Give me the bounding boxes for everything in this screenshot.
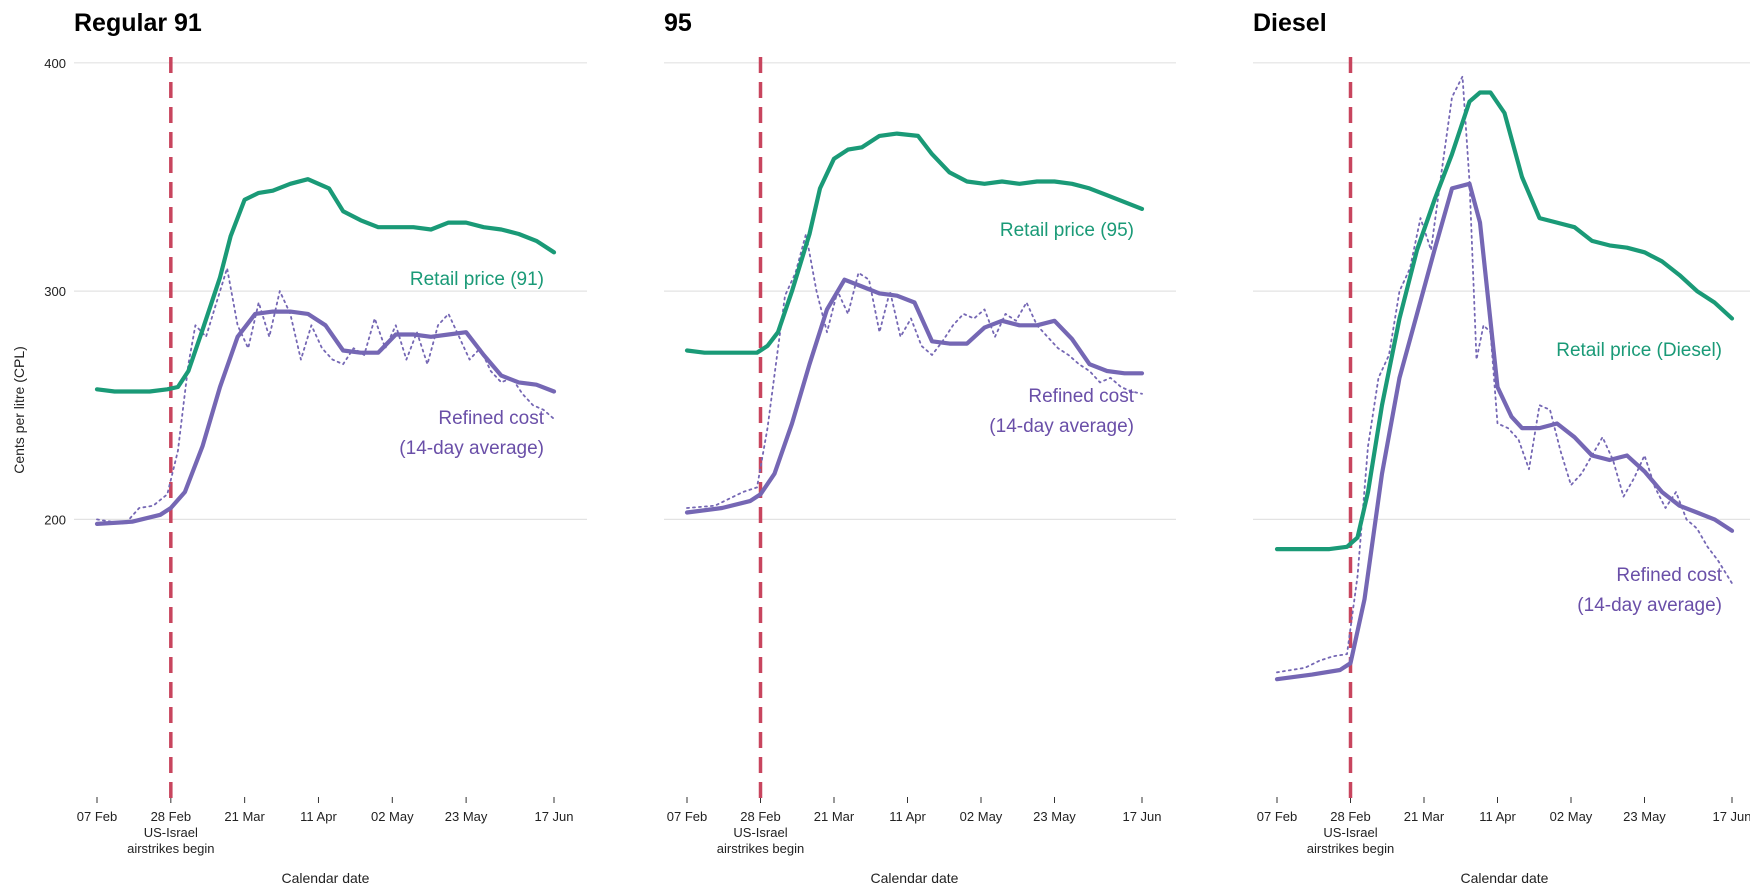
x-tick-label: 23 May — [1033, 809, 1076, 824]
refined-series-label: Refined cost — [1028, 386, 1134, 407]
y-axis-title: Cents per litre (CPL) — [11, 346, 27, 474]
event-annotation-line1: US-Israel — [1323, 825, 1377, 840]
x-tick-label: 17 Jun — [534, 809, 573, 824]
x-tick-label: 21 Mar — [814, 809, 855, 824]
refined-series-label: (14-day average) — [399, 438, 544, 459]
event-annotation-line1: US-Israel — [144, 825, 198, 840]
y-tick-label: 300 — [44, 284, 66, 299]
panel-title: Diesel — [1253, 9, 1327, 37]
refined-cost-daily-line — [686, 233, 1143, 509]
retail-price-line — [94, 177, 557, 394]
refined-cost-avg-line — [1274, 181, 1735, 682]
x-axis-title: Calendar date — [871, 870, 959, 886]
refined-cost-daily-line — [1276, 75, 1733, 674]
retail-price-line — [684, 131, 1145, 355]
x-tick-label: 28 Feb — [151, 809, 191, 824]
event-annotation-line1: US-Israel — [733, 825, 787, 840]
x-tick-label: 02 May — [1550, 809, 1593, 824]
x-tick-label: 21 Mar — [1404, 809, 1445, 824]
panel-title: 95 — [664, 9, 692, 37]
x-axis-title: Calendar date — [1461, 870, 1549, 886]
x-tick-label: 07 Feb — [667, 809, 707, 824]
chart-panel-1: 95 07 Feb 28 Feb 21 Mar 11 Apr 02 May 23 May 17… — [664, 9, 1176, 886]
refined-cost-avg-line — [684, 277, 1145, 515]
retail-series-label: Retail price (95) — [1000, 220, 1134, 241]
retail-series-label: Retail price (Diesel) — [1556, 340, 1722, 361]
refined-series-label: Refined cost — [438, 408, 544, 429]
x-tick-label: 11 Apr — [300, 809, 337, 824]
chart-panel-0: Regular 91 200 300 400 07 Feb 28 Feb 21 Mar 11 … — [44, 9, 587, 886]
x-tick-label: 11 Apr — [1479, 809, 1516, 824]
x-tick-label: 11 Apr — [889, 809, 926, 824]
x-tick-label: 23 May — [1623, 809, 1666, 824]
refined-cost-daily-line — [96, 267, 555, 525]
refined-series-label: Refined cost — [1616, 565, 1722, 586]
event-annotation-line2: airstrikes begin — [127, 841, 214, 856]
x-tick-label: 21 Mar — [224, 809, 265, 824]
chart-panel-2: Diesel 07 Feb 28 Feb 21 Mar 11 Apr 02 May 23 M… — [1253, 9, 1750, 886]
retail-series-label: Retail price (91) — [410, 269, 544, 290]
x-axis-title: Calendar date — [282, 870, 370, 886]
y-tick-label: 400 — [44, 56, 66, 71]
refined-series-label: (14-day average) — [1577, 595, 1722, 616]
panel-title: Regular 91 — [74, 9, 202, 37]
x-tick-label: 02 May — [960, 809, 1003, 824]
event-annotation-line2: airstrikes begin — [717, 841, 804, 856]
refined-cost-avg-line — [94, 309, 557, 526]
retail-price-line — [1274, 90, 1735, 552]
x-tick-label: 07 Feb — [77, 809, 117, 824]
x-tick-label: 28 Feb — [1330, 809, 1370, 824]
y-tick-label: 200 — [44, 512, 66, 527]
x-tick-label: 17 Jun — [1712, 809, 1750, 824]
event-annotation-line2: airstrikes begin — [1307, 841, 1394, 856]
x-tick-label: 23 May — [445, 809, 488, 824]
refined-series-label: (14-day average) — [989, 416, 1134, 437]
x-tick-label: 28 Feb — [740, 809, 780, 824]
x-tick-label: 02 May — [371, 809, 414, 824]
x-tick-label: 17 Jun — [1122, 809, 1161, 824]
x-tick-label: 07 Feb — [1257, 809, 1297, 824]
